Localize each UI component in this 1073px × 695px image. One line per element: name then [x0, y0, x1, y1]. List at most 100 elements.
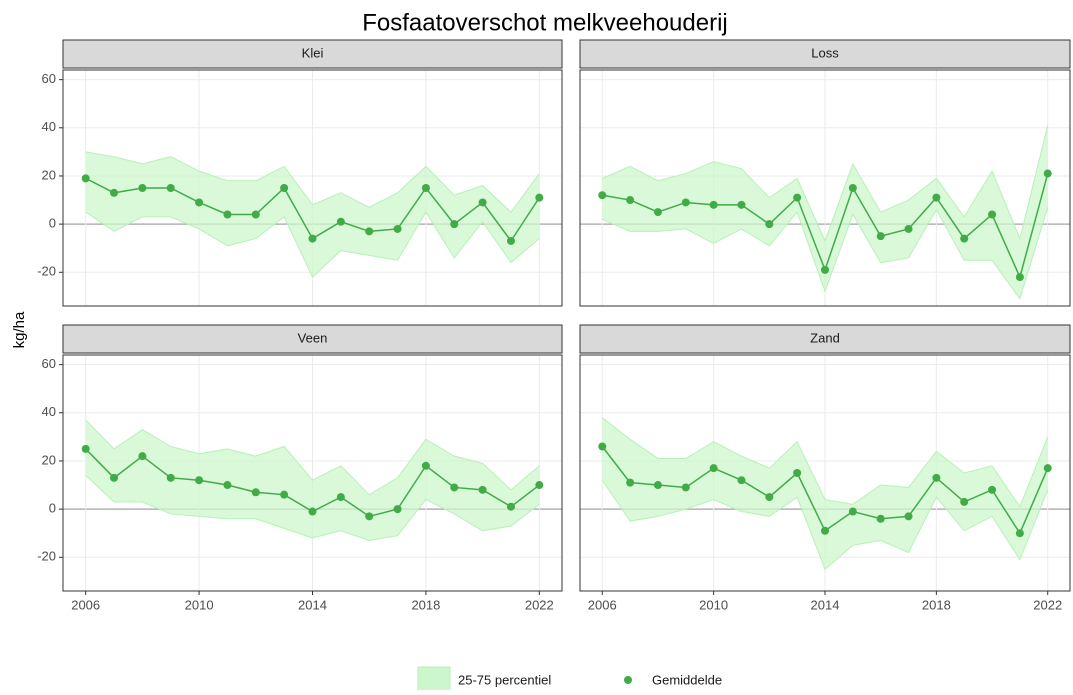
mean-point: [336, 217, 345, 226]
mean-point: [1043, 464, 1052, 473]
mean-point: [308, 507, 317, 516]
mean-point: [195, 198, 204, 207]
mean-point: [166, 184, 175, 192]
mean-point: [709, 200, 718, 209]
panel-border: [579, 354, 1071, 592]
panel-border: [62, 69, 563, 307]
mean-point: [1043, 169, 1052, 178]
strip: [579, 324, 1071, 354]
strip: [62, 39, 563, 69]
chart-title: Fosfaatoverschot melkveehouderij: [362, 9, 728, 36]
y-tick-label: -20: [37, 264, 56, 279]
mean-point: [535, 481, 544, 490]
band-edge: [85, 211, 540, 278]
panel-title: Veen: [298, 330, 328, 345]
mean-point: [166, 473, 175, 482]
x-tick-label: 2022: [1033, 597, 1062, 612]
band-edge: [601, 417, 1049, 508]
band-edge: [601, 479, 1049, 571]
x-tick-label: 2018: [922, 597, 951, 612]
mean-point: [765, 220, 774, 229]
mean-point: [421, 461, 430, 470]
mean-point: [848, 184, 857, 192]
mean-point: [506, 236, 515, 245]
mean-point: [821, 526, 829, 535]
mean-point: [506, 502, 515, 511]
x-tick-label: 2018: [411, 597, 440, 612]
x-tick-label: 2006: [71, 597, 100, 612]
mean-point: [421, 184, 430, 192]
band-edge: [85, 151, 540, 213]
mean-point: [737, 476, 746, 485]
mean-point: [393, 505, 402, 514]
mean-point: [280, 184, 289, 192]
legend-label: 25-75 percentiel: [458, 672, 551, 687]
mean-point: [988, 210, 997, 219]
x-tick-label: 2022: [525, 597, 554, 612]
mean-point: [598, 442, 607, 451]
band-edge: [85, 475, 540, 541]
y-tick-label: 0: [49, 501, 56, 516]
percentile-band: [602, 417, 1048, 570]
mean-point: [81, 174, 90, 183]
x-tick-label: 2010: [185, 597, 214, 612]
mean-point: [932, 473, 941, 482]
y-tick-label: -20: [37, 549, 56, 564]
y-tick-label: 20: [42, 167, 56, 182]
mean-point: [280, 490, 289, 499]
mean-point: [932, 193, 941, 202]
band-edge: [602, 207, 1049, 300]
mean-point: [138, 184, 147, 192]
y-tick-label: 60: [42, 356, 56, 371]
y-tick-label: 0: [49, 216, 56, 231]
x-tick-label: 2006: [588, 597, 617, 612]
mean-point: [960, 234, 969, 243]
mean-point: [793, 469, 802, 477]
x-tick-label: 2014: [298, 597, 327, 612]
mean-point: [653, 208, 662, 217]
mean-point: [478, 198, 487, 207]
mean-point: [904, 512, 913, 521]
panel-title: Klei: [302, 45, 324, 60]
mean-point: [336, 493, 345, 502]
panel-title: Loss: [811, 45, 839, 60]
mean-point: [450, 220, 459, 229]
mean-point: [223, 210, 232, 219]
strip: [62, 324, 563, 354]
mean-point: [81, 444, 90, 453]
mean-point: [876, 232, 885, 241]
mean-point: [110, 473, 119, 482]
panel-border: [62, 354, 563, 592]
panel-border: [579, 69, 1071, 307]
mean-point: [821, 265, 829, 274]
mean-point: [110, 188, 119, 197]
mean-point: [681, 483, 690, 492]
mean-point: [876, 514, 885, 523]
mean-point: [308, 234, 317, 243]
mean-point: [598, 191, 607, 200]
mean-point: [478, 485, 487, 494]
legend-swatch: [417, 666, 451, 692]
mean-point: [737, 200, 746, 209]
mean-point: [393, 224, 402, 233]
mean-point: [709, 464, 718, 473]
x-tick-label: 2014: [811, 597, 840, 612]
y-tick-label: 20: [42, 452, 56, 467]
percentile-band: [602, 125, 1048, 299]
band-edge: [85, 419, 540, 496]
mean-point: [223, 481, 232, 490]
mean-point: [626, 196, 635, 205]
mean-point: [988, 485, 997, 494]
panel-title: Zand: [810, 330, 840, 345]
mean-point: [626, 478, 635, 487]
percentile-band: [85, 151, 540, 278]
mean-point: [904, 224, 913, 233]
mean-point: [681, 198, 690, 207]
legend-label: Gemiddelde: [652, 672, 722, 687]
mean-point: [1015, 529, 1024, 538]
mean-point: [793, 193, 802, 202]
mean-point: [1015, 273, 1024, 282]
y-tick-label: 40: [42, 404, 56, 419]
legend-swatch: [624, 676, 632, 684]
